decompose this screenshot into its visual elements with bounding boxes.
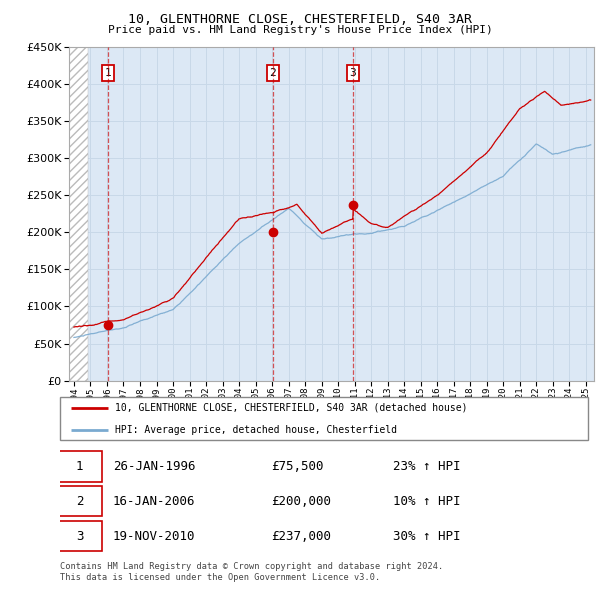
- FancyBboxPatch shape: [58, 451, 102, 481]
- FancyBboxPatch shape: [58, 486, 102, 516]
- Text: 10% ↑ HPI: 10% ↑ HPI: [392, 494, 460, 508]
- Text: Price paid vs. HM Land Registry's House Price Index (HPI): Price paid vs. HM Land Registry's House …: [107, 25, 493, 35]
- Text: £75,500: £75,500: [271, 460, 324, 473]
- Text: 1: 1: [76, 460, 83, 473]
- FancyBboxPatch shape: [58, 521, 102, 552]
- Text: This data is licensed under the Open Government Licence v3.0.: This data is licensed under the Open Gov…: [60, 573, 380, 582]
- Text: 2: 2: [76, 494, 83, 508]
- Text: 26-JAN-1996: 26-JAN-1996: [113, 460, 196, 473]
- Text: 19-NOV-2010: 19-NOV-2010: [113, 530, 196, 543]
- Text: 30% ↑ HPI: 30% ↑ HPI: [392, 530, 460, 543]
- Text: £237,000: £237,000: [271, 530, 331, 543]
- Text: 10, GLENTHORNE CLOSE, CHESTERFIELD, S40 3AR (detached house): 10, GLENTHORNE CLOSE, CHESTERFIELD, S40 …: [115, 403, 468, 412]
- Text: 16-JAN-2006: 16-JAN-2006: [113, 494, 196, 508]
- Text: 23% ↑ HPI: 23% ↑ HPI: [392, 460, 460, 473]
- Text: HPI: Average price, detached house, Chesterfield: HPI: Average price, detached house, Ches…: [115, 425, 397, 435]
- Text: 3: 3: [76, 530, 83, 543]
- Bar: [69, 47, 88, 381]
- Text: 1: 1: [105, 68, 112, 78]
- FancyBboxPatch shape: [60, 397, 588, 440]
- Text: 3: 3: [349, 68, 356, 78]
- Text: Contains HM Land Registry data © Crown copyright and database right 2024.: Contains HM Land Registry data © Crown c…: [60, 562, 443, 571]
- Text: 10, GLENTHORNE CLOSE, CHESTERFIELD, S40 3AR: 10, GLENTHORNE CLOSE, CHESTERFIELD, S40 …: [128, 13, 472, 26]
- Text: £200,000: £200,000: [271, 494, 331, 508]
- Text: 2: 2: [269, 68, 276, 78]
